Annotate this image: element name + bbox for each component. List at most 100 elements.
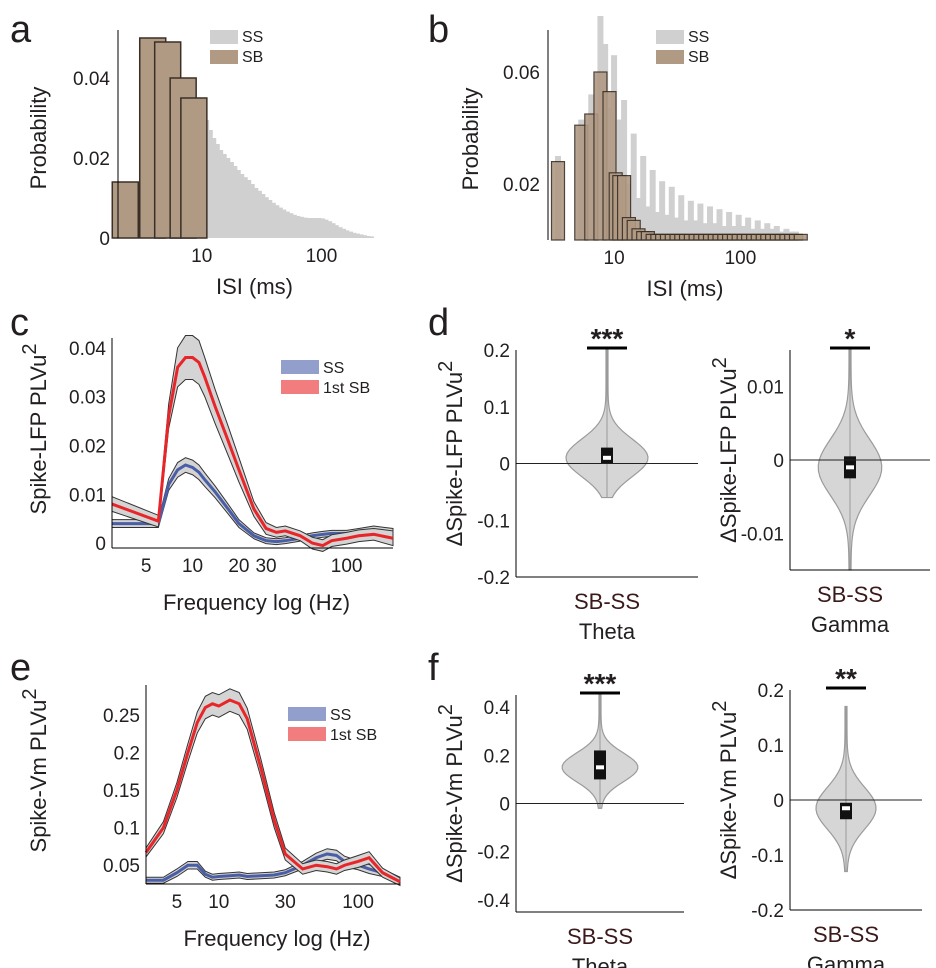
e-ytick-label: 0.25 — [103, 706, 140, 727]
a-ss-bar — [362, 235, 368, 238]
b-ss-bar — [644, 206, 651, 240]
f2-ylabel-superscript: 2 — [709, 701, 731, 712]
b-ss-bar — [726, 212, 733, 240]
panel-f-theta-violin: -0.4 -0.2 0 0.2 0.4 *** SB-SS Theta ΔSpike-Vm PL… — [435, 668, 684, 968]
d1-significance-stars: *** — [591, 323, 624, 354]
b-legend-swatch-sb — [656, 50, 684, 64]
f2-ytick-label: -0.2 — [751, 901, 784, 922]
b-ss-bar — [640, 156, 647, 240]
e-xtick-label: 30 — [275, 892, 296, 913]
a-xlabel: ISI (ms) — [216, 274, 293, 299]
d2-ytick-label: -0.01 — [741, 524, 784, 545]
a-sb-bar — [180, 97, 208, 239]
a-ss-bar — [341, 228, 347, 238]
f1-median-marker — [596, 765, 604, 770]
b-ss-bar — [745, 217, 752, 240]
panel-letter-a: a — [10, 9, 32, 51]
a-legend-label-sb: SB — [242, 49, 263, 66]
b-ss-bar — [654, 212, 661, 240]
a-sb-bar — [111, 181, 140, 239]
a-ytick-label: 0.02 — [73, 149, 110, 170]
panel-a-isi-histogram: 0 0.02 0.04 10 100 ISI (ms) Probability SS SB — [26, 29, 375, 299]
a-ss-bar — [235, 170, 241, 238]
b-ss-bar — [697, 203, 704, 240]
f2-ytick-label: -0.1 — [751, 846, 784, 867]
f2-iqr-box — [840, 802, 852, 820]
c-1st-sb-line — [111, 356, 394, 548]
d1-ytick-label: -0.2 — [477, 568, 510, 589]
d2-ytick-label: 0.01 — [747, 378, 784, 399]
d2-subtitle: Gamma — [811, 612, 890, 637]
a-ss-bar — [302, 217, 308, 238]
b-ss-bar — [659, 181, 666, 240]
c-legend-swatch-ss — [281, 360, 319, 374]
a-ss-bar — [323, 219, 329, 238]
a-ss-bar — [249, 184, 255, 238]
e-ylabel-superscript: 2 — [19, 689, 41, 700]
b-ss-bar — [692, 220, 699, 240]
e-xtick-label: 10 — [208, 892, 229, 913]
a-ss-bar — [253, 188, 259, 238]
c-xtick-label: 100 — [331, 556, 363, 577]
d1-ytick-label: 0.1 — [484, 398, 510, 419]
e-ylabel: Spike-Vm PLVu2 — [19, 689, 51, 853]
b-ss-bar — [764, 223, 771, 240]
e-ytick-label: 0.15 — [103, 781, 140, 802]
panel-letter-b: b — [428, 9, 449, 51]
c-xtick-label: 10 — [182, 556, 203, 577]
f2-ylabel: ΔSpike-Vm PLVu2 — [709, 701, 741, 880]
c-ytick-label: 0.01 — [69, 485, 106, 506]
a-ss-bar — [270, 202, 276, 238]
a-ss-bar — [316, 218, 322, 238]
f1-ytick-label: 0.4 — [484, 698, 511, 719]
a-ss-bar — [284, 211, 290, 238]
f2-ytick-label: 0 — [773, 791, 784, 812]
e-1st-sb-line — [144, 698, 401, 884]
a-ss-bar — [246, 180, 252, 238]
d2-median-marker — [846, 465, 854, 470]
f2-significance-stars: ** — [835, 663, 857, 694]
a-legend-swatch-ss — [210, 30, 238, 44]
a-ss-bar — [291, 214, 297, 238]
b-legend-label-ss: SS — [688, 29, 709, 46]
d2-category-label: SB-SS — [817, 582, 883, 607]
c-ytick-label: 0.03 — [69, 388, 106, 409]
e-xtick-label: 5 — [172, 892, 183, 913]
f1-category-label: SB-SS — [567, 924, 633, 949]
b-ss-bar — [702, 223, 709, 240]
e-1st-sb-sem-band — [145, 688, 401, 887]
b-ytick-label: 0.06 — [503, 63, 540, 84]
a-ss-bar — [207, 130, 213, 238]
f2-ytick-label: 0.2 — [758, 681, 784, 702]
a-ss-bar — [355, 233, 361, 238]
c-legend-label-1st-sb: 1st SB — [323, 380, 370, 397]
c-ylabel: Spike-LFP PLVu2 — [19, 344, 51, 515]
a-ss-bar — [239, 174, 245, 238]
b-ss-bar — [687, 200, 694, 240]
c-ss-line — [112, 463, 394, 544]
c-ytick-label: 0 — [95, 534, 106, 555]
f1-significance-stars: *** — [584, 668, 617, 699]
a-ss-bar — [214, 144, 220, 238]
d1-ylabel-superscript: 2 — [435, 361, 457, 372]
e-ytick-label: 0.05 — [103, 856, 140, 877]
d2-ytick-label: 0 — [773, 451, 784, 472]
e-xlabel: Frequency log (Hz) — [183, 926, 370, 951]
a-ss-bar — [256, 190, 262, 238]
c-xlabel: Frequency log (Hz) — [163, 590, 350, 615]
d2-ylabel-superscript: 2 — [709, 357, 731, 368]
a-ss-bar — [225, 158, 231, 238]
b-ss-bar — [716, 209, 723, 240]
e-legend-swatch-ss — [288, 707, 326, 721]
a-ss-bar — [337, 227, 343, 238]
e-legend-label-1st-sb: 1st SB — [330, 727, 377, 744]
e-xtick-label: 100 — [342, 892, 374, 913]
a-ss-bar — [295, 216, 301, 238]
panel-letter-e: e — [10, 647, 31, 689]
a-ss-bar — [281, 209, 287, 238]
a-ss-bar — [267, 200, 273, 238]
d1-ylabel: ΔSpike-LFP PLVu2 — [435, 361, 467, 547]
d1-ytick-label: 0 — [499, 455, 510, 476]
